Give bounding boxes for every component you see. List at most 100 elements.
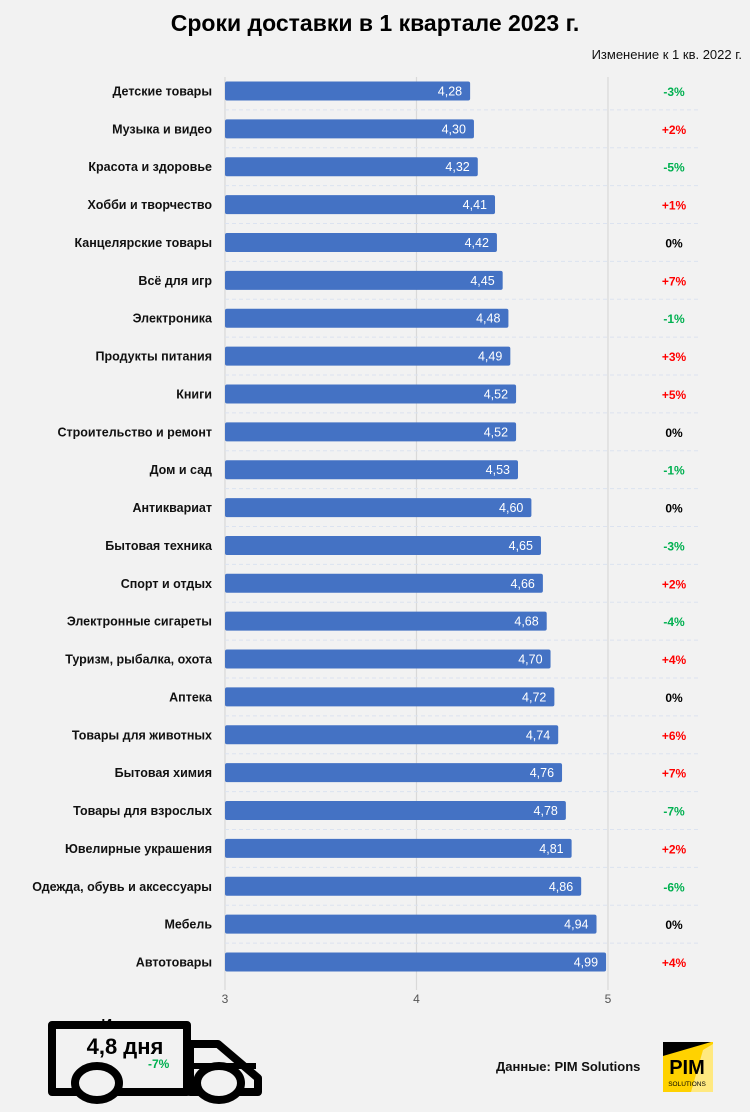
change-label: -5% [663, 161, 685, 175]
bar [225, 422, 517, 442]
pim-logo: PIM SOLUTIONS [663, 1042, 713, 1092]
change-label: -3% [663, 85, 685, 99]
change-label: +5% [662, 388, 687, 402]
bar-value-label: 4,28 [438, 85, 462, 99]
bar [225, 232, 497, 252]
x-tick-label: 4 [413, 992, 420, 1006]
bar [225, 763, 563, 783]
category-label: Антиквариат [132, 501, 212, 515]
change-label: +4% [662, 956, 687, 970]
bar [225, 801, 566, 821]
category-label: Электроника [133, 312, 213, 326]
bar-chart: 3 4 5 4,28 Детские товары -3% 4,30 Музыка и вид… [32, 77, 700, 1006]
change-label: +1% [662, 199, 687, 213]
category-label: Мебель [165, 918, 213, 932]
x-tick-label: 3 [222, 992, 229, 1006]
category-label: Товары для животных [72, 728, 212, 742]
category-label: Спорт и отдых [121, 577, 212, 591]
bar [225, 876, 582, 896]
bar-value-label: 4,81 [539, 842, 563, 856]
bar-value-label: 4,68 [514, 615, 538, 629]
category-label: Бытовая химия [115, 766, 212, 780]
category-label: Продукты питания [96, 350, 213, 364]
change-label: 0% [665, 426, 683, 440]
bar [225, 157, 478, 177]
bar-value-label: 4,72 [522, 690, 546, 704]
category-label: Музыка и видео [112, 122, 212, 136]
category-label: Детские товары [113, 85, 213, 99]
bar [225, 498, 532, 518]
category-label: Автотовары [136, 956, 212, 970]
change-label: +7% [662, 274, 687, 288]
bar-value-label: 4,66 [511, 577, 535, 591]
change-label: +6% [662, 729, 687, 743]
bar [225, 687, 555, 707]
bar-value-label: 4,74 [526, 728, 550, 742]
bar-value-label: 4,86 [549, 880, 573, 894]
svg-text:SOLUTIONS: SOLUTIONS [668, 1081, 706, 1088]
bar-value-label: 4,30 [442, 122, 466, 136]
change-label: 0% [665, 502, 683, 516]
bar-value-label: 4,41 [463, 198, 487, 212]
bar-value-label: 4,78 [534, 804, 558, 818]
bar-value-label: 4,60 [499, 501, 523, 515]
bar [225, 119, 474, 139]
bar [225, 270, 503, 290]
change-label: +2% [662, 123, 687, 137]
change-label: +4% [662, 653, 687, 667]
bar [225, 914, 597, 934]
bar-value-label: 4,70 [518, 653, 542, 667]
total-change: -7% [148, 1057, 170, 1071]
change-label: -1% [663, 464, 685, 478]
bar [225, 384, 517, 404]
change-label: 0% [665, 691, 683, 705]
category-label: Книги [176, 387, 212, 401]
bar-value-label: 4,52 [484, 387, 508, 401]
change-label: 0% [665, 918, 683, 932]
category-label: Туризм, рыбалка, охота [65, 653, 213, 667]
category-label: Одежда, обувь и аксессуары [32, 880, 212, 894]
change-label: -4% [663, 615, 685, 629]
category-label: Хобби и творчество [88, 198, 213, 212]
category-label: Товары для взрослых [73, 804, 212, 818]
category-label: Всё для игр [138, 274, 212, 288]
bar-value-label: 4,32 [445, 160, 469, 174]
bar-value-label: 4,99 [574, 956, 598, 970]
bar [225, 725, 559, 745]
change-label: +7% [662, 767, 687, 781]
bar-value-label: 4,48 [476, 312, 500, 326]
change-label: -3% [663, 539, 685, 553]
category-label: Ювелирные украшения [65, 842, 212, 856]
bar [225, 611, 547, 631]
change-column-header: Изменение к 1 кв. 2022 г. [591, 47, 742, 62]
category-label: Строительство и ремонт [58, 425, 212, 439]
bar [225, 535, 541, 555]
category-label: Красота и здоровье [88, 160, 212, 174]
bar-value-label: 4,53 [486, 463, 510, 477]
bar-value-label: 4,52 [484, 425, 508, 439]
x-tick-label: 5 [605, 992, 612, 1006]
bar-value-label: 4,94 [564, 918, 588, 932]
category-label: Дом и сад [150, 463, 212, 477]
bar [225, 649, 551, 669]
change-label: +2% [662, 577, 687, 591]
bar-value-label: 4,76 [530, 766, 554, 780]
bar [225, 308, 509, 328]
bar-value-label: 4,42 [465, 236, 489, 250]
data-source: Данные: PIM Solutions [496, 1059, 641, 1074]
bar [225, 838, 572, 858]
change-label: +3% [662, 350, 687, 364]
total-value: 4,8 дня [86, 1034, 164, 1059]
bar [225, 952, 607, 972]
chart-title: Сроки доставки в 1 квартале 2023 г. [170, 10, 580, 36]
bar [225, 346, 511, 366]
change-label: -1% [663, 312, 685, 326]
category-label: Электронные сигареты [67, 615, 212, 629]
change-label: 0% [665, 236, 683, 250]
total-label: Итого: [101, 1016, 149, 1033]
bar [225, 573, 543, 593]
bar [225, 81, 471, 101]
category-label: Канцелярские товары [75, 236, 212, 250]
bar [225, 460, 518, 480]
change-label: -7% [663, 805, 685, 819]
